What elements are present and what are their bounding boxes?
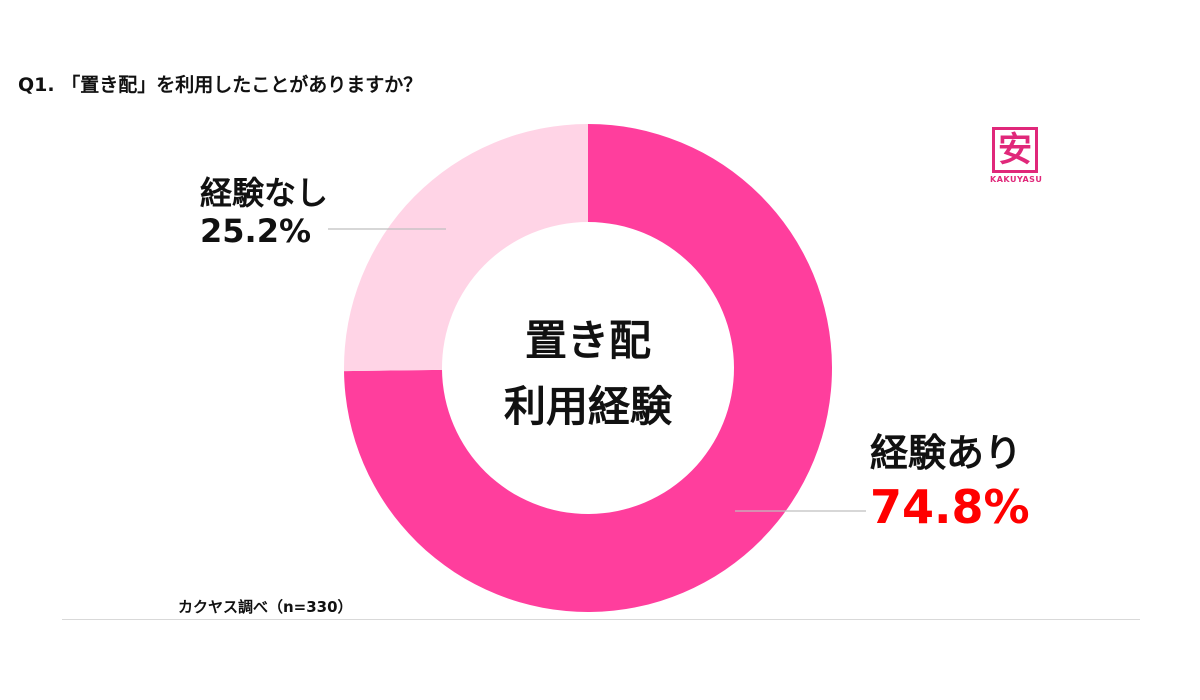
logo-wordmark: KAKUYASU [990,175,1043,184]
center-label-line1: 置き配 [524,316,651,365]
slice-value-no-experience: 25.2% [200,212,312,250]
logo-kanji: 安 [992,127,1038,173]
slice-label-no-experience: 経験なし [200,174,329,212]
center-label-line2: 利用経験 [503,382,672,431]
slice-label-experienced: 経験あり [870,431,1023,475]
donut-slice-experienced [344,124,832,612]
donut-slice-no-experience [344,124,588,372]
question-title: Q1. 「置き配」を利用したことがありますか？ [18,74,423,96]
source-note: カクヤス調べ（n=330） [178,598,353,616]
slice-value-experienced: 74.8% [870,480,1030,534]
donut-center-label: 置き配 利用経験 [488,308,688,440]
footer-divider [62,619,1140,620]
kakuyasu-logo: 安 KAKUYASU [990,127,1043,187]
